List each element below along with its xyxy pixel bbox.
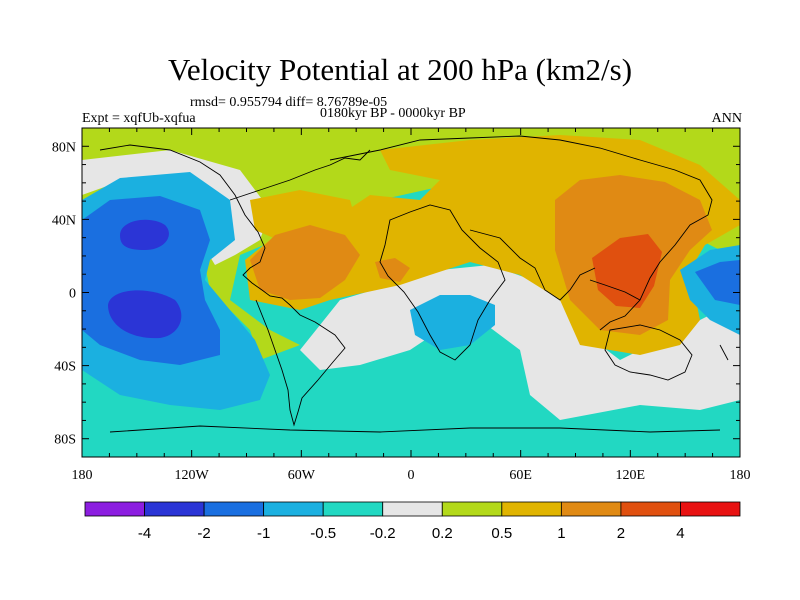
x-tick-label: 60E: [509, 468, 532, 483]
colorbar-label: -0.5: [310, 525, 336, 542]
y-tick-label: 40S: [54, 360, 76, 375]
x-tick-label: 120E: [616, 468, 646, 483]
colorbar-swatch: [441, 501, 503, 517]
field-midblue-east: [695, 260, 740, 305]
map-field: [82, 128, 740, 457]
colorbar-swatch: [144, 501, 205, 517]
season-label: ANN: [711, 111, 742, 126]
field-white-south: [300, 265, 740, 420]
x-tick-label: 180: [730, 468, 751, 483]
field-darkblue-south: [108, 290, 182, 339]
colorbar-swatch: [203, 501, 265, 517]
x-tick-label: 120W: [175, 468, 210, 483]
colorbar-swatch: [84, 501, 145, 517]
colorbar-label: 4: [676, 525, 684, 542]
coastlines: [99, 135, 729, 433]
colorbar-label: -2: [197, 525, 210, 542]
colorbar-swatch: [560, 501, 622, 517]
colorbar: -4 -2 -1 -0.5 -0.2 0.2 0.5 1 2 4: [84, 501, 741, 542]
colorbar-label: -0.2: [370, 525, 396, 542]
experiment-label: Expt = xqfUb-xqfua: [82, 111, 196, 126]
y-tick-label: 80S: [54, 433, 76, 448]
x-tick-label: 0: [408, 468, 415, 483]
colorbar-label: 2: [617, 525, 625, 542]
colorbar-label: 1: [557, 525, 565, 542]
axis-group: 180 120W 60W 0 60E 120E 180 80N 40N 0 40S 80S: [52, 127, 751, 483]
map-title: Velocity Potential at 200 hPa (km2/s): [167, 52, 633, 87]
x-tick-label: 180: [72, 468, 93, 483]
colorbar-swatch: [263, 501, 324, 517]
colorbar-label: -4: [138, 525, 151, 542]
colorbar-swatch: [680, 501, 741, 517]
colorbar-swatch: [501, 501, 562, 517]
y-tick-label: 0: [69, 287, 76, 302]
colorbar-swatch: [620, 501, 681, 517]
colorbar-label: 0.5: [491, 525, 512, 542]
period-label: 0180kyr BP - 0000kyr BP: [320, 106, 466, 121]
stats-text: rmsd= 0.955794 diff= 8.76789e-05: [190, 95, 388, 110]
colorbar-label: 0.2: [432, 525, 453, 542]
field-orange-africa: [375, 258, 410, 282]
x-tick-label: 60W: [288, 468, 316, 483]
field-orange-west: [250, 225, 360, 300]
colorbar-swatch: [322, 501, 384, 517]
field-darkblue-north: [120, 219, 169, 250]
colorbar-label: -1: [257, 525, 270, 542]
y-tick-label: 80N: [52, 140, 76, 155]
y-tick-label: 40N: [52, 213, 76, 228]
colorbar-swatch: [382, 501, 443, 517]
